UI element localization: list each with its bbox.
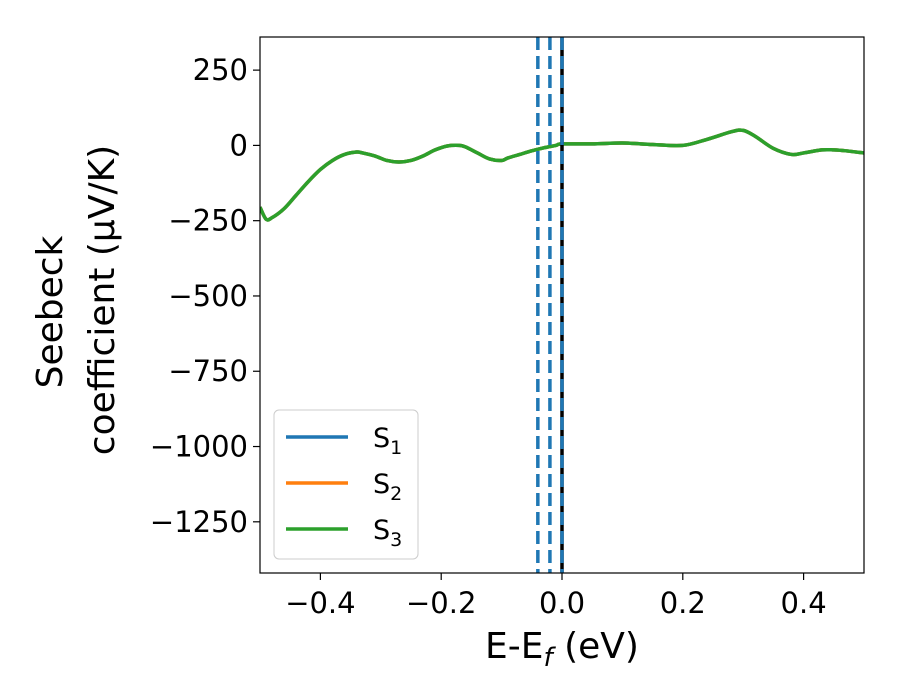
- series-line-3: [260, 128, 864, 222]
- y-tick-label: −250: [168, 204, 248, 238]
- legend-label-1: S1: [373, 423, 402, 459]
- y-axis-title-line1: Seebeck: [30, 235, 71, 388]
- x-tick-label: 0.4: [781, 586, 827, 620]
- series-layer: [260, 128, 864, 222]
- y-tick-label: 250: [193, 53, 248, 87]
- x-tick-label: 0.2: [660, 586, 706, 620]
- legend-label-2: S2: [373, 469, 402, 505]
- y-tick-label: −1000: [150, 430, 248, 464]
- y-axis-title-line2: coefficient (μV/K): [82, 145, 123, 455]
- vertical-reference-lines: [536, 37, 564, 573]
- y-tick-label: −750: [168, 354, 248, 388]
- x-tick-label: −0.2: [406, 586, 476, 620]
- axis-ticks: −0.4 −0.2 0.0 0.2 0.4 250 0 −250 −500 −750 −1000 −1…: [150, 53, 827, 620]
- y-tick-label: −1250: [150, 505, 248, 539]
- y-tick-label: −500: [168, 279, 248, 313]
- legend: S1 S2 S3: [273, 409, 419, 560]
- x-tick-label: 0.0: [539, 586, 585, 620]
- x-axis-title: E-Ef (eV): [485, 626, 639, 673]
- x-tick-label: −0.4: [285, 586, 355, 620]
- y-tick-label: 0: [230, 128, 248, 162]
- legend-label-3: S3: [373, 515, 402, 551]
